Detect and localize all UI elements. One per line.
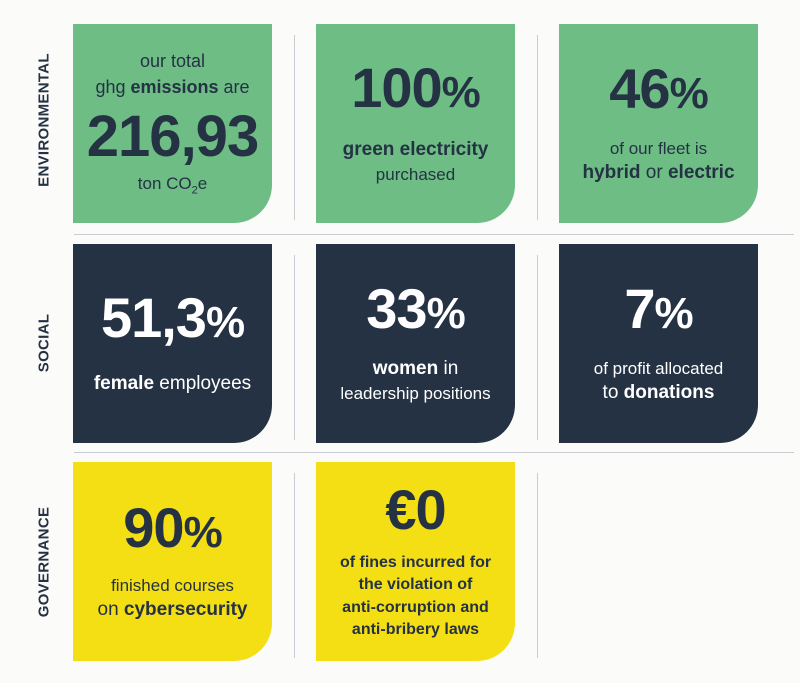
column-divider [537,35,538,220]
fleet-line1: of our fleet is [609,138,708,158]
women-line1: women in [372,357,459,379]
column-divider [294,35,295,220]
electricity-line2: purchased [375,164,456,184]
card-women-leadership: 33% women in leadership positions [316,244,515,443]
fleet-value: 46% [609,56,708,120]
column-divider [537,473,538,658]
emissions-line1: our total [139,50,206,71]
women-value: 33% [366,276,465,340]
fines-line4: anti-bribery laws [351,620,480,638]
card-ghg-emissions: our total ghg emissions are 216,93 ton C… [73,24,272,223]
row-label-social-text: SOCIAL [35,313,53,373]
card-fines: €0 of fines incurred for the violation o… [316,462,515,661]
card-female-employees: 51,3% female employees [73,244,272,443]
courses-line1: finished courses [111,575,234,595]
profit-value: 7% [624,276,693,340]
emissions-value: 216,93 [86,103,259,169]
women-line2: leadership positions [340,383,491,403]
card-cybersecurity-courses: 90% finished courses on cybersecurity [73,462,272,661]
courses-value: 90% [123,495,222,559]
fines-value: €0 [385,477,446,541]
card-profit-donations: 7% of profit allocated to donations [559,244,758,443]
profit-line1: of profit allocated [593,358,724,378]
female-value: 51,3% [100,286,245,350]
row-label-environmental-text: ENVIRONMENTAL [35,53,53,187]
column-divider [537,255,538,440]
row-label-governance-text: GOVERNANCE [35,506,53,618]
row-divider [74,452,794,453]
electricity-value: 100% [351,55,481,119]
emissions-unit: ton CO2e [137,173,208,197]
row-divider [74,234,794,235]
fleet-line2: hybrid or electric [582,162,735,184]
card-green-electricity: 100% green electricity purchased [316,24,515,223]
fines-line2: the violation of [358,576,473,594]
profit-line2: to donations [602,382,715,404]
card-fleet: 46% of our fleet is hybrid or electric [559,24,758,223]
courses-line2: on cybersecurity [97,599,248,621]
column-divider [294,473,295,658]
emissions-line2: ghg emissions are [95,76,250,97]
fines-line1: of fines incurred for [339,553,492,571]
fines-line3: anti-corruption and [342,598,489,616]
column-divider [294,255,295,440]
female-line1: female employees [93,373,252,395]
electricity-line1: green electricity [342,138,489,160]
